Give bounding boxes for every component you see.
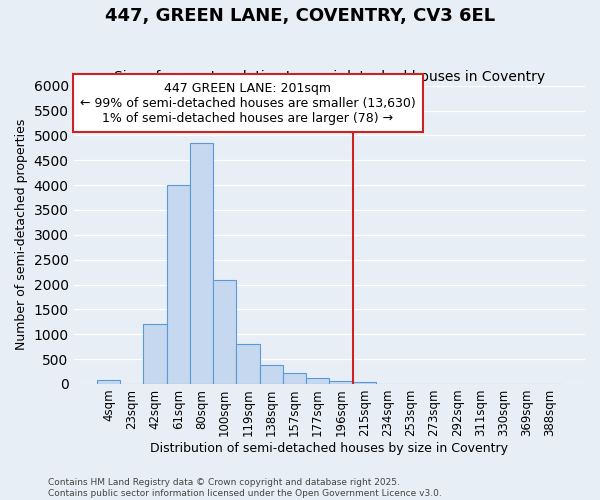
Bar [353,382,376,384]
Text: Contains HM Land Registry data © Crown copyright and database right 2025.
Contai: Contains HM Land Registry data © Crown c… [48,478,442,498]
Bar [306,378,329,384]
Text: 447 GREEN LANE: 201sqm
← 99% of semi-detached houses are smaller (13,630)
1% of : 447 GREEN LANE: 201sqm ← 99% of semi-det… [80,82,416,124]
Bar [213,280,236,384]
X-axis label: Distribution of semi-detached houses by size in Coventry: Distribution of semi-detached houses by … [150,442,508,455]
Title: Size of property relative to semi-detached houses in Coventry: Size of property relative to semi-detach… [114,70,545,85]
Text: 447, GREEN LANE, COVENTRY, CV3 6EL: 447, GREEN LANE, COVENTRY, CV3 6EL [105,8,495,26]
Bar [260,366,283,384]
Bar [143,324,167,384]
Y-axis label: Number of semi-detached properties: Number of semi-detached properties [15,119,28,350]
Bar [236,344,260,384]
Bar [167,185,190,384]
Bar [97,380,120,384]
Bar [329,381,353,384]
Bar [190,143,213,384]
Bar [283,373,306,384]
